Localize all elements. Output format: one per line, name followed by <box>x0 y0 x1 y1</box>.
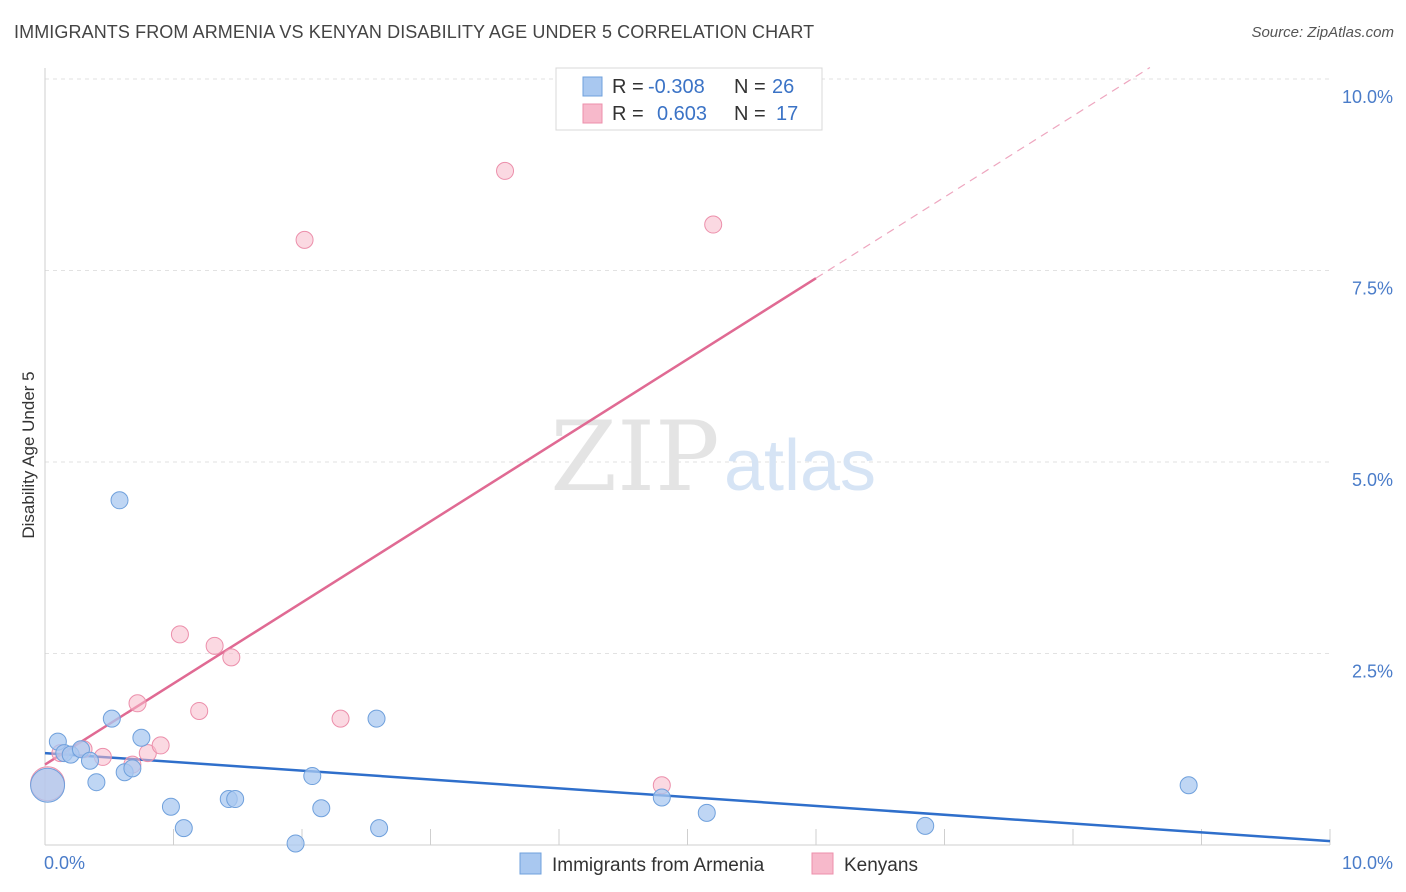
point-armenia-20 <box>370 819 389 838</box>
point-kenyans-14 <box>496 161 515 180</box>
point-kenyans-8 <box>170 625 189 644</box>
legend-swatch-kenyans <box>582 103 603 124</box>
legend-r-label-kenyans: R = <box>612 103 644 125</box>
point-armenia-6 <box>87 773 106 792</box>
legend-n-value-kenyans: 17 <box>776 103 798 125</box>
point-armenia-16 <box>286 834 305 853</box>
legend-swatch-armenia <box>582 76 603 97</box>
grid <box>45 78 1330 654</box>
point-armenia-22 <box>697 803 716 822</box>
data-points <box>30 161 1198 853</box>
legend-n-value-armenia: 26 <box>772 76 794 98</box>
point-kenyans-10 <box>205 636 224 655</box>
x-tick-label-1: 10.0% <box>1342 853 1393 873</box>
point-armenia-7 <box>102 709 121 728</box>
point-armenia-12 <box>161 797 180 816</box>
point-armenia-11 <box>132 728 151 747</box>
point-armenia-13 <box>174 819 193 838</box>
y-tick-label-0: 2.5% <box>1352 662 1393 682</box>
legend-n-label-kenyans: N = <box>734 103 766 125</box>
point-kenyans-16 <box>704 215 723 234</box>
legend-r-label-armenia: R = <box>612 76 644 98</box>
bottom-legend: Immigrants from Armenia Kenyans <box>519 852 918 876</box>
watermark-atlas: atlas <box>724 426 876 506</box>
point-kenyans-12 <box>295 230 314 249</box>
legend-r-value-armenia: -0.308 <box>648 76 705 98</box>
trend-lines <box>44 67 1331 843</box>
top-legend: R = -0.308 N = 26 R = 0.603 N = 17 <box>555 67 823 131</box>
point-armenia-19 <box>367 709 386 728</box>
point-kenyans-7 <box>151 736 170 755</box>
point-armenia-17 <box>303 767 322 786</box>
bottom-legend-label-armenia: Immigrants from Armenia <box>552 855 765 876</box>
point-kenyans-13 <box>331 709 350 728</box>
watermark-zip: ZIP <box>550 401 719 513</box>
point-armenia-15 <box>226 790 245 809</box>
chart-title: IMMIGRANTS FROM ARMENIA VS KENYAN DISABI… <box>14 22 815 42</box>
y-tick-label-1: 5.0% <box>1352 470 1393 490</box>
axes <box>44 68 1331 846</box>
point-kenyans-9 <box>190 701 209 720</box>
y-tick-label-3: 10.0% <box>1342 87 1393 107</box>
legend-r-value-kenyans: 0.603 <box>657 103 707 125</box>
x-tick-label-0: 0.0% <box>44 853 85 873</box>
bottom-legend-swatch-kenyans <box>811 852 834 875</box>
trend-line-kenyans-extension <box>815 67 1151 279</box>
bottom-legend-swatch-armenia <box>519 852 542 875</box>
point-armenia-5 <box>80 751 99 770</box>
trend-line-armenia <box>44 751 1331 843</box>
source-label: Source: ZipAtlas.com <box>1251 24 1394 41</box>
legend-n-label-armenia: N = <box>734 76 766 98</box>
point-armenia-10 <box>123 759 142 778</box>
point-armenia-24 <box>1179 776 1198 795</box>
point-armenia-18 <box>312 799 331 818</box>
point-armenia-21 <box>652 788 671 807</box>
point-armenia-8 <box>110 491 129 510</box>
point-kenyans-5 <box>128 694 147 713</box>
point-kenyans-11 <box>222 648 241 667</box>
point-armenia-23 <box>916 816 935 835</box>
y-axis-label: Disability Age Under 5 <box>19 371 38 538</box>
point-armenia-0 <box>30 767 66 803</box>
tick-labels: 2.5% 5.0% 7.5% 10.0% 0.0% 10.0% <box>44 87 1393 873</box>
y-tick-label-2: 7.5% <box>1352 279 1393 299</box>
bottom-legend-label-kenyans: Kenyans <box>844 855 918 876</box>
trend-line-kenyans <box>44 277 817 766</box>
